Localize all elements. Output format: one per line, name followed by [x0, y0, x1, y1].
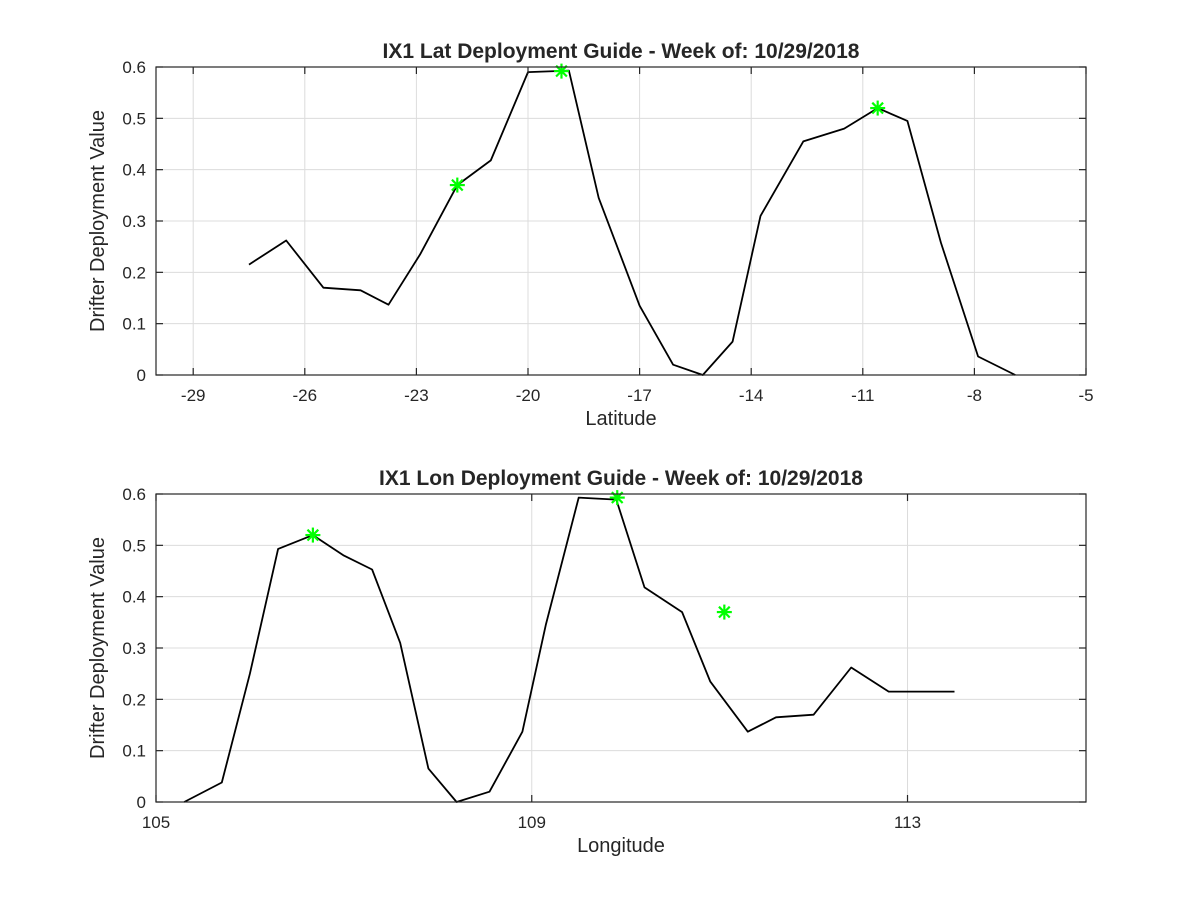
lon-chart-series-line [183, 496, 955, 803]
lon-chart-grid [156, 494, 1086, 802]
x-tick-label: -17 [627, 386, 652, 405]
x-tick-label: 109 [518, 813, 546, 832]
lat-chart-grid [156, 67, 1086, 375]
x-tick-label: 105 [142, 813, 170, 832]
lon-chart-marker [609, 490, 625, 506]
y-tick-label: 0 [137, 366, 146, 385]
x-tick-label: 113 [894, 813, 921, 832]
lat-chart-marker [870, 100, 886, 116]
x-tick-label: -20 [516, 386, 541, 405]
y-tick-label: 0.1 [122, 742, 146, 761]
y-tick-label: 0.4 [122, 161, 146, 180]
lat-chart-marker [449, 177, 465, 193]
x-tick-label: -26 [293, 386, 318, 405]
y-tick-label: 0.3 [122, 212, 146, 231]
lat-chart: IX1 Lat Deployment Guide - Week of: 10/2… [87, 40, 1094, 430]
x-tick-label: -11 [851, 386, 874, 405]
lat-chart-xlabel: Latitude [585, 408, 656, 430]
y-tick-label: 0.6 [122, 485, 146, 504]
y-tick-label: 0.2 [122, 690, 146, 709]
y-tick-label: 0.1 [122, 315, 146, 334]
lat-chart-ylabel: Drifter Deployment Value [87, 110, 109, 332]
lon-chart-title: IX1 Lon Deployment Guide - Week of: 10/2… [379, 467, 863, 490]
x-tick-label: -8 [967, 386, 982, 405]
y-tick-label: 0.3 [122, 639, 146, 658]
y-tick-label: 0.4 [122, 588, 146, 607]
lon-chart: IX1 Lon Deployment Guide - Week of: 10/2… [87, 467, 1087, 857]
y-tick-label: 0 [137, 793, 146, 812]
y-tick-label: 0.5 [122, 536, 146, 555]
lat-chart-series-line [248, 69, 1016, 376]
x-tick-label: -14 [739, 386, 764, 405]
y-tick-label: 0.2 [122, 263, 146, 282]
x-tick-label: -29 [181, 386, 206, 405]
lon-chart-marker [716, 604, 732, 620]
lat-chart-marker [553, 63, 569, 79]
y-tick-label: 0.5 [122, 109, 146, 128]
lon-chart-xlabel: Longitude [577, 835, 665, 857]
x-tick-label: -23 [404, 386, 429, 405]
lat-chart-title: IX1 Lat Deployment Guide - Week of: 10/2… [383, 40, 860, 63]
lon-chart-ylabel: Drifter Deployment Value [87, 537, 109, 759]
lon-chart-marker [305, 527, 321, 543]
y-tick-label: 0.6 [122, 58, 146, 77]
x-tick-label: -5 [1078, 386, 1093, 405]
